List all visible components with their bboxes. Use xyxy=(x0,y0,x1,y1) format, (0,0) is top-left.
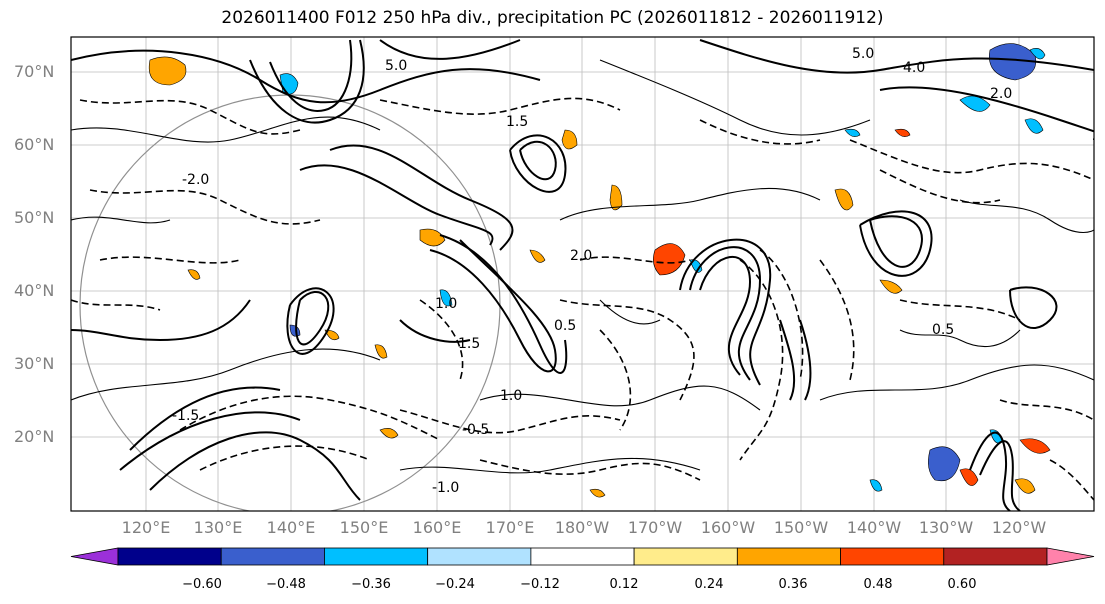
colorbar-segment xyxy=(427,547,532,566)
contour-label: 2.0 xyxy=(990,86,1012,102)
colorbar-tick-label: 0.48 xyxy=(863,577,893,592)
lon-label-170w: 170°W xyxy=(627,518,683,537)
colorbar-segment xyxy=(117,547,222,566)
lon-label-170e: 170°E xyxy=(485,518,535,537)
lat-label-70n: 70°N xyxy=(14,62,55,81)
colorbar-segment xyxy=(530,547,635,566)
contour-labels: 5.0 4.0 2.0 1.5 1.0 0.5 -0.5 -1.0 -1.5 -… xyxy=(172,46,1012,496)
colorbar-segment xyxy=(324,547,429,566)
contour-label: 0.5 xyxy=(932,322,954,338)
map-title: 2026011400 F012 250 hPa div., precipitat… xyxy=(221,8,884,28)
contour-label: -1.0 xyxy=(432,480,459,496)
colorbar-tick-label: 0.36 xyxy=(778,577,808,592)
positive-contours xyxy=(71,39,1094,511)
colorbar-segment xyxy=(633,547,738,566)
colorbar-extend-min xyxy=(70,547,119,566)
colorbar-extend-max xyxy=(1046,547,1095,566)
lon-label-130e: 130°E xyxy=(193,518,243,537)
contour-label: 1.5 xyxy=(506,114,528,130)
lon-label-140e: 140°E xyxy=(266,518,316,537)
negative-contours xyxy=(71,97,1094,501)
colorbar-tick-label: 0.60 xyxy=(947,577,977,592)
contour-label: 0.5 xyxy=(554,318,576,334)
lat-label-20n: 20°N xyxy=(14,427,55,446)
lon-label-150e: 150°E xyxy=(339,518,389,537)
contour-label: 5.0 xyxy=(852,46,874,62)
precipitation-shading xyxy=(148,43,1051,498)
colorbar xyxy=(70,547,1095,566)
thin-contours xyxy=(71,59,1094,474)
colorbar-tick-label: 0.12 xyxy=(609,577,639,592)
contour-label: 1.0 xyxy=(500,388,522,404)
colorbar-segment xyxy=(736,547,841,566)
contour-label: 1.5 xyxy=(458,336,480,352)
contour-label: -2.0 xyxy=(182,172,209,188)
lon-label-180w: 180°W xyxy=(554,518,610,537)
contour-label: -1.5 xyxy=(172,408,199,424)
colorbar-tick-label: −0.36 xyxy=(351,577,391,592)
lon-label-140w: 140°W xyxy=(846,518,902,537)
lat-label-40n: 40°N xyxy=(14,281,55,300)
contour-label: 5.0 xyxy=(385,58,407,74)
colorbar-tick-label: −0.48 xyxy=(266,577,306,592)
contour-label: 1.0 xyxy=(435,296,457,312)
lon-label-160e: 160°E xyxy=(412,518,462,537)
contour-label: -0.5 xyxy=(462,422,489,438)
lon-label-120w: 120°W xyxy=(991,518,1047,537)
map-frame xyxy=(70,36,1095,512)
colorbar-tick-label: −0.60 xyxy=(182,577,222,592)
lon-label-160w: 160°W xyxy=(700,518,756,537)
map-frame-background xyxy=(71,37,1094,511)
colorbar-tick-label: 0.24 xyxy=(694,577,724,592)
colorbar-tick-label: −0.12 xyxy=(520,577,560,592)
lon-label-120e: 120°E xyxy=(121,518,171,537)
lat-label-30n: 30°N xyxy=(14,354,55,373)
contour-label: 2.0 xyxy=(570,248,592,264)
lon-label-150w: 150°W xyxy=(773,518,829,537)
lat-label-60n: 60°N xyxy=(14,135,55,154)
contour-label: 4.0 xyxy=(903,60,925,76)
lon-label-130w: 130°W xyxy=(918,518,974,537)
colorbar-segment xyxy=(840,547,945,566)
colorbar-segment xyxy=(220,547,325,566)
gridlines xyxy=(71,37,1094,511)
colorbar-tick-label: −0.24 xyxy=(435,577,475,592)
lat-label-50n: 50°N xyxy=(14,208,55,227)
colorbar-segment xyxy=(943,547,1048,566)
